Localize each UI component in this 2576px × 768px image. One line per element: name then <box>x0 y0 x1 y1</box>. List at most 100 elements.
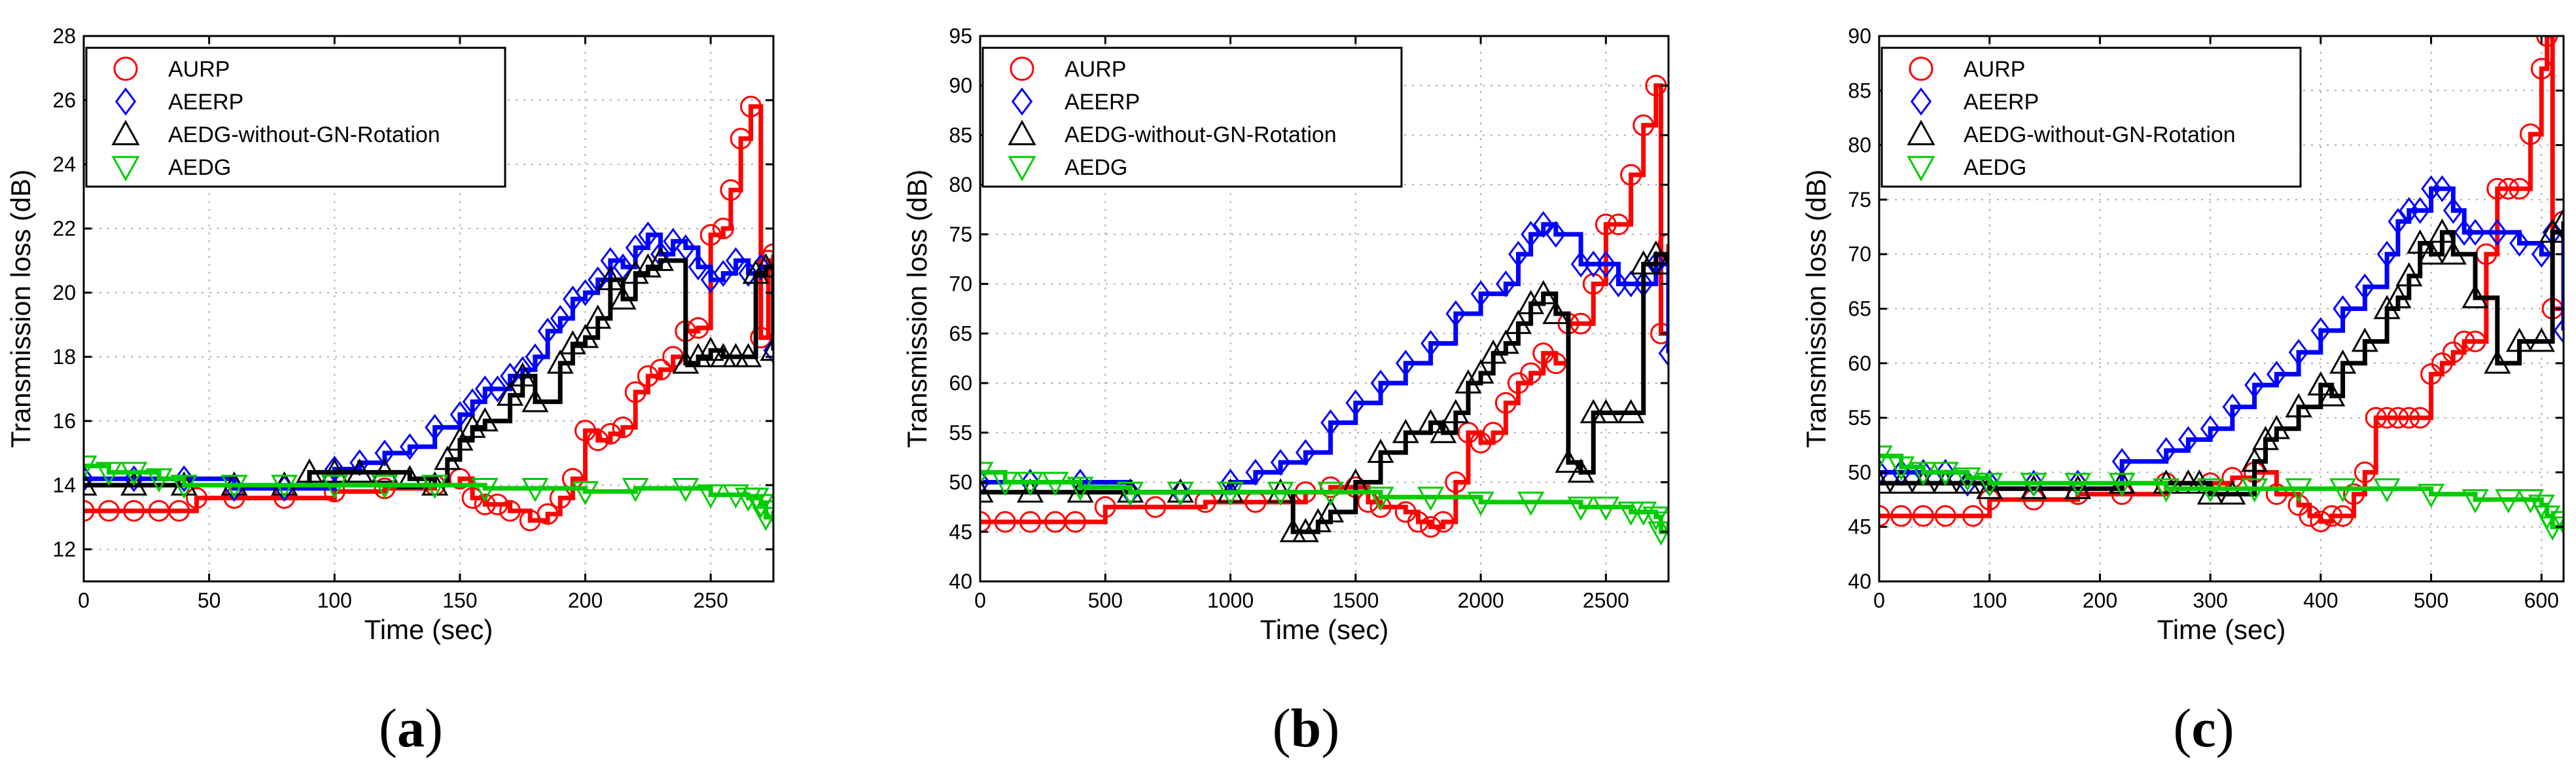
marker-aedg-without-gn-rotation-b <box>1067 478 1094 503</box>
x-tick-label-a: 0 <box>78 589 90 612</box>
marker-aeerp-c <box>2222 393 2243 420</box>
marker-aeerp-b <box>1545 221 1566 248</box>
marker-aedg-b <box>1267 481 1294 506</box>
marker-aeerp-c <box>2410 197 2431 225</box>
marker-aeerp-a <box>462 388 483 416</box>
y-tick-label-a: 26 <box>52 88 76 112</box>
y-tick-label-b: 75 <box>949 223 972 246</box>
marker-aeerp-c <box>2376 240 2397 268</box>
legend-marker-b <box>1008 119 1036 145</box>
marker-aurp-c <box>2398 407 2420 429</box>
marker-aurp-c <box>2365 407 2387 429</box>
marker-aeerp-a <box>763 337 773 364</box>
marker-aedg-without-gn-rotation-a <box>346 458 374 483</box>
marker-aurp-a <box>474 493 496 515</box>
marker-aurp-c <box>2299 505 2321 527</box>
x-tick-label-c: 300 <box>2193 589 2227 612</box>
marker-aedg-without-gn-rotation-c <box>2263 414 2290 439</box>
marker-aedg-a <box>145 468 173 493</box>
x-tick-label-b: 0 <box>974 589 986 612</box>
marker-aedg-b <box>1592 496 1619 521</box>
y-axis-label-b: Transmission loss (dB) <box>902 170 932 448</box>
marker-aurp-c <box>2332 505 2354 527</box>
marker-aurp-b <box>1570 312 1592 335</box>
marker-aedg-without-gn-rotation-c <box>2439 240 2467 265</box>
x-tick-label-a: 200 <box>568 589 603 612</box>
marker-aedg-without-gn-rotation-a <box>760 337 773 361</box>
legend-label-a: AEDG-without-GN-Rotation <box>168 122 440 147</box>
marker-aedg-c <box>2550 511 2564 536</box>
marker-aedg-without-gn-rotation-c <box>2064 475 2092 500</box>
marker-aeerp-c <box>1879 458 1890 486</box>
marker-aedg-a <box>170 475 198 500</box>
marker-aeerp-a <box>637 221 658 249</box>
marker-aurp-c <box>2376 407 2398 429</box>
marker-aedg-without-gn-rotation-b <box>1555 448 1582 473</box>
marker-aedg-without-gn-rotation-a <box>497 381 524 406</box>
marker-aedg-c <box>1879 445 1893 470</box>
marker-aurp-a <box>185 487 207 509</box>
marker-aurp-c <box>2321 505 2343 527</box>
marker-aurp-b <box>1019 511 1042 533</box>
marker-aurp-a <box>587 429 609 451</box>
caption-c: (c) <box>2173 698 2234 759</box>
marker-aurp-c <box>1962 505 1984 527</box>
marker-aeerp-b <box>1470 280 1491 308</box>
marker-aurp-a <box>687 317 709 339</box>
y-tick-label-a: 12 <box>52 538 76 561</box>
legend-marker-c <box>1907 119 1935 145</box>
legend-marker-b <box>1008 156 1036 182</box>
marker-aedg-without-gn-rotation-a <box>597 266 624 291</box>
marker-aeerp-a <box>625 234 646 261</box>
x-tick-label-b: 500 <box>1088 589 1123 612</box>
x-tick-label-c: 100 <box>1972 589 2007 612</box>
marker-aedg-without-gn-rotation-a <box>609 285 637 310</box>
marker-aurp-b <box>1445 471 1467 494</box>
y-tick-label-a: 22 <box>52 217 76 240</box>
marker-aedg-without-gn-rotation-a <box>622 259 649 284</box>
marker-aurp-a <box>123 500 145 522</box>
marker-aedg-a <box>571 481 599 505</box>
marker-aedg-a <box>760 500 773 525</box>
caption-b-letter: b <box>1291 698 1322 759</box>
marker-aeerp-b <box>1658 340 1668 367</box>
series-group-c <box>1879 36 2564 541</box>
marker-aurp-c <box>2387 407 2409 429</box>
marker-aeerp-c <box>2531 240 2552 268</box>
marker-aedg-without-gn-rotation-a <box>684 342 712 367</box>
y-axis-label-a: Transmission loss (dB) <box>5 170 36 448</box>
marker-aedg-without-gn-rotation-c <box>2307 371 2335 396</box>
marker-aurp-c <box>2354 461 2376 483</box>
marker-aedg-without-gn-rotation-b <box>1542 299 1570 324</box>
marker-aurp-b <box>1657 233 1668 255</box>
marker-aeerp-a <box>600 247 621 274</box>
legend-b: AURP AEERP AEDG-without-GN-Rotation AEDG <box>981 46 1403 188</box>
marker-aedg-b <box>991 471 1019 496</box>
x-tick-label-c: 200 <box>2083 589 2117 612</box>
marker-aedg-without-gn-rotation-c <box>2395 262 2423 287</box>
marker-aeerp-c <box>2333 295 2353 322</box>
marker-aedg-without-gn-rotation-c <box>2241 447 2268 472</box>
marker-aurp-b <box>1407 511 1429 533</box>
marker-aeerp-c <box>2200 415 2221 443</box>
legend-label-c: AURP <box>1964 57 2025 82</box>
marker-aeerp-a <box>588 266 609 293</box>
legend-marker-a <box>111 119 140 145</box>
marker-aedg-without-gn-rotation-a <box>471 407 499 431</box>
legend-label-b: AEERP <box>1065 90 1140 115</box>
marker-aedg-without-gn-rotation-a <box>521 388 549 412</box>
marker-aeerp-a <box>450 401 470 428</box>
y-tick-label-b: 85 <box>949 123 972 147</box>
marker-aeerp-c <box>2465 219 2486 246</box>
marker-aurp-a <box>650 359 672 381</box>
legend-marker-c <box>1910 87 1932 116</box>
legend-marker-a <box>113 56 138 81</box>
marker-aedg-b <box>1116 481 1144 506</box>
series-line-aeerp-b <box>980 222 1668 495</box>
legend-label-a: AEDG <box>168 155 231 180</box>
x-tick-label-b: 2000 <box>1457 589 1504 612</box>
marker-aedg-c <box>2108 473 2136 498</box>
marker-aedg-c <box>2373 478 2401 503</box>
marker-aedg-a <box>120 462 148 486</box>
x-tick-label-a: 250 <box>693 589 728 612</box>
